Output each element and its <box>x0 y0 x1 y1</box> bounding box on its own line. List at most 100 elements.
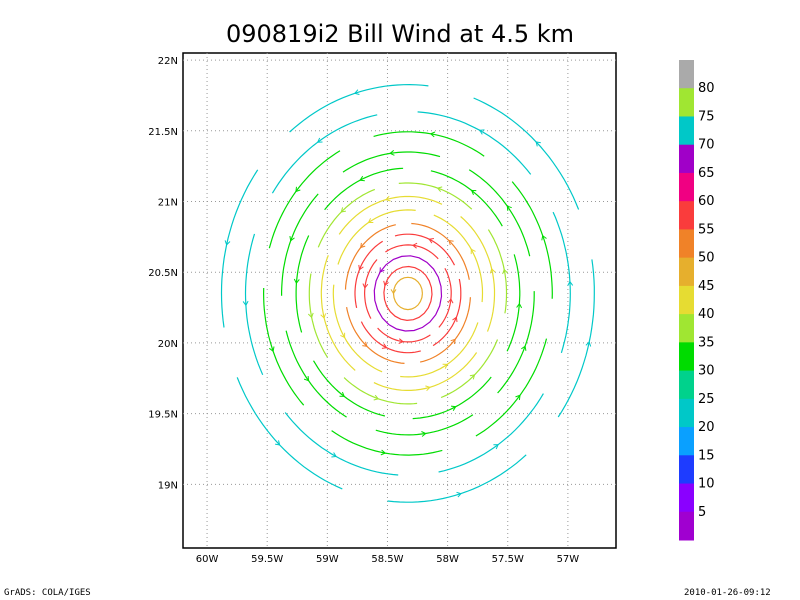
streamline-arrow <box>379 267 385 273</box>
streamline-arrow <box>428 238 434 244</box>
streamline <box>295 235 310 333</box>
streamline-arrow <box>295 186 301 193</box>
colorbar-swatch <box>679 229 694 259</box>
x-tick-label: 58W <box>436 554 459 565</box>
streamline-arrow <box>293 278 300 285</box>
colorbar-swatch <box>679 201 694 230</box>
colorbar-swatch <box>679 257 694 287</box>
streamline-arrow <box>340 332 346 339</box>
streamline-arrow <box>436 186 443 193</box>
streamline <box>460 216 496 332</box>
streamline <box>289 83 429 133</box>
streamline-arrow <box>383 280 389 287</box>
streamline-arrow <box>421 431 427 437</box>
streamline <box>506 254 521 352</box>
streamline-arrow <box>224 240 231 246</box>
colorbar-label: 55 <box>698 222 715 237</box>
streamline <box>392 276 423 311</box>
streamline-arrow <box>307 312 314 319</box>
y-tick-label: 20N <box>158 339 178 350</box>
colorbar-label: 75 <box>698 109 715 124</box>
streamline-arrow <box>567 280 574 286</box>
streamline <box>312 360 386 417</box>
streamline-arrow <box>506 205 512 211</box>
streamline <box>271 114 378 194</box>
y-axis: 22N 21.5N 21N 20.5N 20N 19.5N 19N <box>148 56 178 491</box>
streamline <box>320 255 356 371</box>
streamline-arrow <box>450 405 457 411</box>
streamline-arrow <box>469 374 476 380</box>
streamline-arrow <box>493 444 499 450</box>
x-tick-label: 60W <box>196 554 219 565</box>
colorbar-label: 15 <box>698 448 715 463</box>
streamline <box>281 193 319 296</box>
x-tick-label: 57.5W <box>492 554 524 565</box>
grid <box>183 53 616 548</box>
streamline-arrow <box>316 137 323 143</box>
streamline <box>440 339 499 399</box>
streamline <box>497 291 535 394</box>
streamline-arrow <box>448 239 454 246</box>
footer-credit: GrADS: COLA/IGES <box>4 588 91 598</box>
streamline <box>511 181 553 299</box>
colorbar-label: 60 <box>698 194 715 209</box>
streamline <box>244 233 264 376</box>
streamline-arrow <box>359 175 365 182</box>
streamline <box>268 150 341 249</box>
streamline-arrow <box>429 131 436 138</box>
streamline <box>373 352 478 391</box>
colorbar-label: 50 <box>698 251 715 266</box>
streamline-arrow <box>362 283 369 289</box>
streamline-arrow <box>268 346 275 353</box>
colorbar-label: 30 <box>698 364 715 379</box>
colorbar-label: 65 <box>698 166 715 181</box>
streamline <box>338 195 443 235</box>
streamline-arrow <box>390 289 397 295</box>
streamline <box>468 169 531 257</box>
streamline <box>411 222 470 280</box>
colorbar-label: 70 <box>698 138 715 153</box>
colorbar-label: 5 <box>698 505 706 520</box>
colorbar-label: 20 <box>698 420 715 435</box>
colorbar-swatch <box>679 285 694 315</box>
colorbar-swatch <box>679 398 694 428</box>
colorbar: 5 10 15 20 25 30 35 40 45 50 55 60 65 70 75 80 <box>679 60 715 541</box>
x-tick-label: 57W <box>557 554 580 565</box>
streamlines <box>220 83 595 503</box>
streamline-arrow <box>447 298 454 304</box>
colorbar-swatch <box>679 483 694 513</box>
streamline <box>373 131 485 157</box>
streamline-arrow <box>275 440 281 446</box>
x-tick-label: 58.5W <box>371 554 403 565</box>
streamline-arrow <box>470 248 476 255</box>
plot-frame <box>182 52 617 549</box>
streamline-arrow <box>515 394 521 401</box>
colorbar-label: 40 <box>698 307 715 322</box>
streamline-arrow <box>353 89 360 95</box>
streamline <box>473 97 580 210</box>
streamline-arrow <box>303 375 310 382</box>
streamline-arrow <box>535 141 541 147</box>
streamline-group <box>220 83 595 503</box>
streamline-arrow <box>339 391 345 397</box>
streamline <box>438 393 544 473</box>
streamline-arrow <box>456 491 462 498</box>
streamline-arrow <box>470 189 477 195</box>
streamline-arrow <box>331 452 337 458</box>
streamline <box>344 224 396 290</box>
streamline <box>387 454 527 503</box>
x-axis: 60W 59.5W 59W 58.5W 58W 57.5W 57W <box>196 554 580 565</box>
streamline-arrow <box>385 195 391 202</box>
streamline-arrow <box>541 234 547 241</box>
streamline-arrow <box>340 207 346 213</box>
colorbar-label: 10 <box>698 477 715 492</box>
streamline <box>285 330 347 418</box>
streamline-arrow <box>478 129 485 135</box>
colorbar-swatch <box>679 455 694 485</box>
colorbar-swatch <box>679 511 694 541</box>
streamline <box>262 287 305 406</box>
y-tick-label: 20.5N <box>148 268 178 279</box>
colorbar-label: 45 <box>698 279 715 294</box>
y-tick-label: 19.5N <box>148 410 178 421</box>
